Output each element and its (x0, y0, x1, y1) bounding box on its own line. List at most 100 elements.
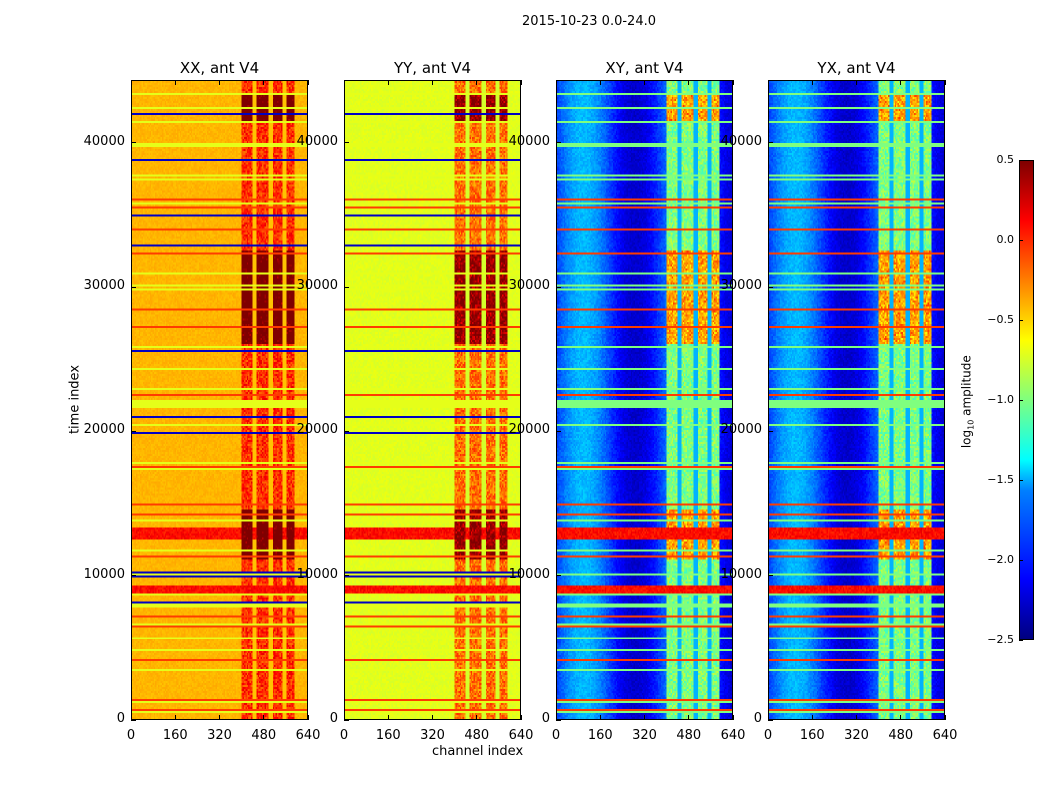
y-tick-mark (556, 286, 561, 288)
x-tick-mark (555, 715, 557, 720)
colorbar-label-log: log (959, 429, 974, 449)
x-tick-label: 320 (207, 728, 232, 743)
panel-title: XY, ant V4 (605, 59, 684, 77)
heatmap-image (769, 81, 944, 719)
y-tick-label: 10000 (720, 566, 762, 582)
heatmap-image (132, 81, 307, 719)
x-tick-mark (174, 715, 176, 720)
x-tick-mark (432, 80, 433, 85)
colorbar-tick-mark (1019, 239, 1023, 241)
x-tick-label: 320 (420, 728, 445, 743)
x-tick-mark (944, 715, 946, 720)
heatmap-panel (556, 80, 733, 720)
y-tick-label: 30000 (508, 278, 550, 294)
x-tick-label: 160 (587, 728, 613, 743)
x-tick-mark (520, 80, 522, 85)
colorbar-tick-label: −0.5 (987, 313, 1014, 326)
x-tick-mark (555, 80, 557, 85)
x-tick-label: 0 (126, 728, 136, 743)
x-tick-mark (343, 715, 345, 720)
x-tick-label: 640 (932, 728, 958, 743)
x-tick-mark (307, 715, 309, 720)
colorbar-tick-mark (1019, 399, 1023, 401)
x-tick-mark (263, 715, 265, 720)
x-tick-mark (476, 715, 478, 720)
x-tick-label: 0 (551, 728, 561, 743)
x-tick-mark (944, 80, 946, 85)
y-tick-mark (556, 142, 561, 144)
y-tick-label: 0 (541, 711, 550, 726)
x-tick-mark (130, 715, 132, 720)
y-tick-label: 20000 (296, 422, 338, 438)
x-tick-label: 160 (162, 728, 188, 743)
y-tick-label: 30000 (296, 278, 338, 294)
y-tick-label: 30000 (720, 278, 762, 294)
x-tick-mark (644, 715, 645, 720)
y-tick-label: 20000 (508, 422, 550, 438)
y-tick-label: 40000 (83, 133, 125, 149)
y-tick-mark (556, 575, 561, 577)
x-tick-mark (130, 80, 132, 85)
y-tick-label: 10000 (296, 566, 338, 582)
x-tick-mark (767, 80, 769, 85)
y-tick-label: 40000 (720, 133, 762, 149)
x-tick-mark (900, 80, 902, 85)
x-tick-mark (174, 80, 176, 85)
x-tick-mark (811, 80, 813, 85)
y-tick-mark (768, 430, 773, 432)
x-tick-mark (644, 80, 645, 85)
x-tick-mark (599, 715, 601, 720)
x-tick-label: 320 (632, 728, 657, 743)
y-tick-mark (344, 575, 349, 577)
y-tick-label: 0 (329, 711, 338, 726)
y-tick-mark (344, 719, 349, 721)
y-tick-label: 40000 (296, 133, 338, 149)
y-tick-label: 10000 (83, 566, 125, 582)
heatmap-panel (131, 80, 308, 720)
panel-title: XX, ant V4 (179, 59, 260, 77)
x-tick-mark (767, 715, 769, 720)
x-tick-mark (688, 80, 690, 85)
heatmap-panel (344, 80, 521, 720)
y-tick-mark (131, 575, 136, 577)
y-tick-mark (344, 142, 349, 144)
x-tick-mark (307, 80, 309, 85)
y-tick-mark (768, 719, 773, 721)
y-tick-label: 30000 (83, 278, 125, 294)
figure-title: 2015-10-23 0.0-24.0 (522, 14, 656, 29)
x-tick-label: 480 (251, 728, 277, 743)
x-tick-label: 640 (720, 728, 746, 743)
x-tick-label: 480 (676, 728, 702, 743)
colorbar-label-rest: amplitude (959, 355, 974, 420)
x-tick-mark (688, 715, 690, 720)
colorbar-tick-mark (1019, 639, 1023, 641)
y-tick-mark (556, 719, 561, 721)
x-tick-mark (856, 715, 857, 720)
colorbar-tick-mark (1019, 559, 1023, 561)
y-axis-label: time index (67, 364, 83, 435)
y-tick-mark (768, 286, 773, 288)
colorbar-tick-mark (1019, 319, 1023, 321)
x-tick-label: 480 (888, 728, 914, 743)
colorbar-tick-label: 0.0 (996, 233, 1015, 246)
x-tick-mark (732, 80, 734, 85)
heatmap-panel (768, 80, 945, 720)
colorbar-tick-label: −2.0 (987, 553, 1014, 566)
x-tick-mark (432, 715, 433, 720)
colorbar-tick-mark (1019, 479, 1023, 481)
x-tick-mark (900, 715, 902, 720)
colorbar-tick-mark (1019, 159, 1023, 161)
colorbar-tick-label: −1.5 (987, 473, 1014, 486)
x-tick-label: 480 (464, 728, 490, 743)
y-tick-label: 0 (753, 711, 762, 726)
y-tick-label: 20000 (83, 422, 125, 438)
x-tick-mark (343, 80, 345, 85)
x-tick-label: 640 (508, 728, 534, 743)
x-tick-mark (520, 715, 522, 720)
x-tick-label: 640 (295, 728, 321, 743)
x-tick-mark (387, 715, 389, 720)
x-tick-mark (219, 80, 220, 85)
y-tick-mark (131, 286, 136, 288)
x-tick-label: 320 (844, 728, 869, 743)
x-tick-mark (732, 715, 734, 720)
